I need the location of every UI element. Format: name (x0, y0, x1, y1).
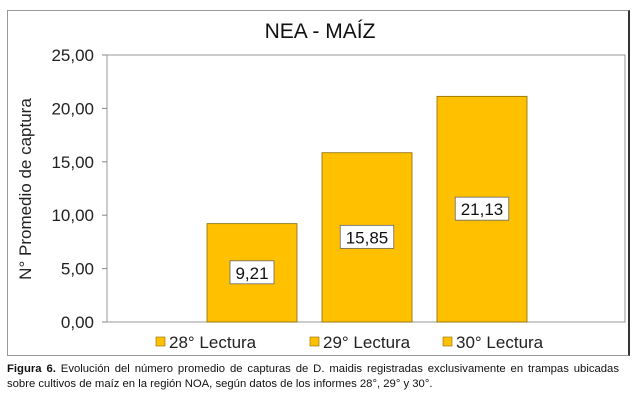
chart-frame (7, 10, 630, 356)
data-label-box (339, 224, 395, 249)
chart-title: NEA - MAÍZ (265, 20, 376, 43)
legend-swatch (442, 336, 453, 347)
y-tick-label: 5,00 (61, 260, 94, 279)
bar-3 (436, 95, 528, 323)
y-tick-label: 25,00 (51, 46, 94, 65)
data-label: 15,85 (346, 228, 389, 247)
figure-caption: Figura 6. Evolución del número promedio … (7, 362, 619, 392)
y-tick-label: 20,00 (51, 99, 94, 118)
y-tick-label: 15,00 (51, 153, 94, 172)
y-tick-label: 10,00 (51, 206, 94, 225)
data-label: 21,13 (461, 200, 504, 219)
legend-label: 28° Lectura (169, 333, 257, 352)
legend-label: 29° Lectura (323, 333, 411, 352)
legend-swatch (155, 336, 166, 347)
legend-swatch (309, 336, 320, 347)
caption-label: Figura 6. (7, 363, 56, 375)
caption-text: Evolución del número promedio de captura… (7, 363, 619, 390)
data-label-box (229, 260, 275, 285)
y-axis-label: N° Promedio de captura (16, 98, 35, 280)
legend-label: 30° Lectura (456, 333, 544, 352)
y-tick-label: 0,00 (61, 313, 94, 332)
data-label: 9,21 (235, 264, 268, 283)
data-label-box (454, 196, 510, 221)
